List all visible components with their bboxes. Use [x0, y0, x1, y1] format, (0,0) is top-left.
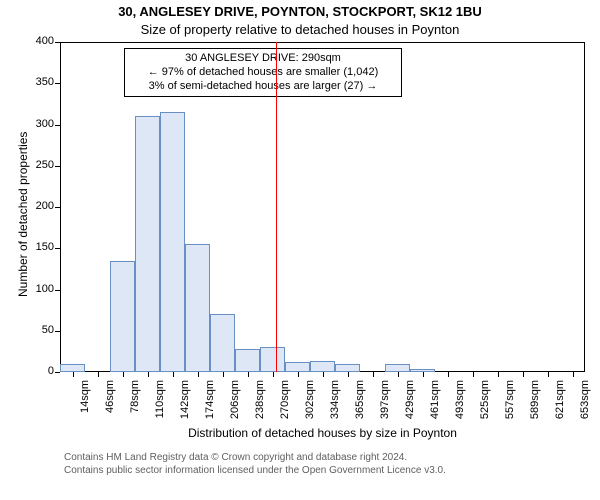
y-tick-label: 150 — [26, 241, 54, 253]
x-tick-mark — [248, 372, 249, 377]
x-tick-label: 365sqm — [354, 380, 366, 420]
histogram-bar — [185, 244, 210, 372]
x-tick-label: 461sqm — [429, 380, 441, 420]
x-tick-label: 334sqm — [329, 380, 341, 420]
x-tick-label: 302sqm — [304, 380, 316, 420]
histogram-bar — [210, 314, 235, 372]
histogram-bar — [235, 349, 260, 372]
y-tick-mark — [55, 331, 60, 332]
y-tick-mark — [55, 83, 60, 84]
annotation-line-1: 30 ANGLESEY DRIVE: 290sqm — [131, 52, 395, 66]
x-tick-label: 557sqm — [504, 380, 516, 420]
attribution-line-1: Contains HM Land Registry data © Crown c… — [64, 452, 446, 465]
histogram-bar — [335, 364, 360, 372]
histogram-bar — [260, 347, 285, 372]
annotation-line-2: ← 97% of detached houses are smaller (1,… — [131, 66, 395, 80]
x-tick-mark — [373, 372, 374, 377]
y-tick-label: 350 — [26, 76, 54, 88]
x-tick-mark — [398, 372, 399, 377]
x-tick-mark — [173, 372, 174, 377]
y-axis-label: Number of detached properties — [16, 132, 30, 297]
x-tick-mark — [198, 372, 199, 377]
x-tick-label: 174sqm — [204, 380, 216, 420]
attribution-text: Contains HM Land Registry data © Crown c… — [64, 452, 446, 477]
histogram-bar — [385, 364, 410, 372]
y-tick-mark — [55, 372, 60, 373]
x-tick-label: 46sqm — [104, 380, 116, 420]
x-tick-mark — [123, 372, 124, 377]
x-tick-label: 270sqm — [279, 380, 291, 420]
x-tick-label: 142sqm — [179, 380, 191, 420]
y-tick-mark — [55, 207, 60, 208]
y-tick-mark — [55, 125, 60, 126]
y-tick-label: 300 — [26, 118, 54, 130]
histogram-bar — [160, 112, 185, 372]
y-tick-label: 250 — [26, 159, 54, 171]
y-tick-label: 100 — [26, 283, 54, 295]
x-tick-label: 14sqm — [79, 380, 91, 420]
x-tick-label: 238sqm — [254, 380, 266, 420]
histogram-bar — [60, 364, 85, 372]
x-tick-label: 653sqm — [579, 380, 591, 420]
x-tick-mark — [98, 372, 99, 377]
x-tick-mark — [323, 372, 324, 377]
x-tick-mark — [73, 372, 74, 377]
attribution-line-2: Contains public sector information licen… — [64, 465, 446, 478]
x-tick-label: 206sqm — [229, 380, 241, 420]
y-tick-label: 400 — [26, 35, 54, 47]
x-tick-mark — [573, 372, 574, 377]
x-tick-label: 525sqm — [479, 380, 491, 420]
x-tick-mark — [348, 372, 349, 377]
x-tick-mark — [423, 372, 424, 377]
x-tick-mark — [148, 372, 149, 377]
histogram-bar — [110, 261, 135, 372]
annotation-line-3: 3% of semi-detached houses are larger (2… — [131, 80, 395, 94]
y-tick-mark — [55, 248, 60, 249]
histogram-bar — [285, 362, 310, 372]
x-tick-mark — [498, 372, 499, 377]
chart-title-sub: Size of property relative to detached ho… — [0, 22, 600, 37]
x-tick-mark — [473, 372, 474, 377]
reference-line — [276, 42, 277, 372]
x-tick-mark — [548, 372, 549, 377]
y-tick-label: 200 — [26, 200, 54, 212]
x-tick-label: 621sqm — [554, 380, 566, 420]
y-tick-mark — [55, 290, 60, 291]
x-tick-label: 397sqm — [379, 380, 391, 420]
x-tick-mark — [223, 372, 224, 377]
y-tick-label: 50 — [26, 324, 54, 336]
x-axis-label: Distribution of detached houses by size … — [60, 426, 585, 440]
x-tick-label: 589sqm — [529, 380, 541, 420]
x-tick-mark — [448, 372, 449, 377]
y-tick-mark — [55, 166, 60, 167]
histogram-bar — [135, 116, 160, 372]
x-tick-label: 78sqm — [129, 380, 141, 420]
annotation-box: 30 ANGLESEY DRIVE: 290sqm ← 97% of detac… — [124, 48, 402, 97]
y-tick-mark — [55, 42, 60, 43]
chart-title-main: 30, ANGLESEY DRIVE, POYNTON, STOCKPORT, … — [0, 4, 600, 19]
x-tick-label: 429sqm — [404, 380, 416, 420]
x-tick-mark — [298, 372, 299, 377]
y-tick-label: 0 — [26, 365, 54, 377]
x-tick-label: 110sqm — [154, 380, 166, 420]
histogram-chart: 30, ANGLESEY DRIVE, POYNTON, STOCKPORT, … — [0, 0, 600, 500]
histogram-bar — [410, 369, 435, 372]
x-tick-label: 493sqm — [454, 380, 466, 420]
x-tick-mark — [273, 372, 274, 377]
histogram-bar — [310, 361, 335, 372]
x-tick-mark — [523, 372, 524, 377]
